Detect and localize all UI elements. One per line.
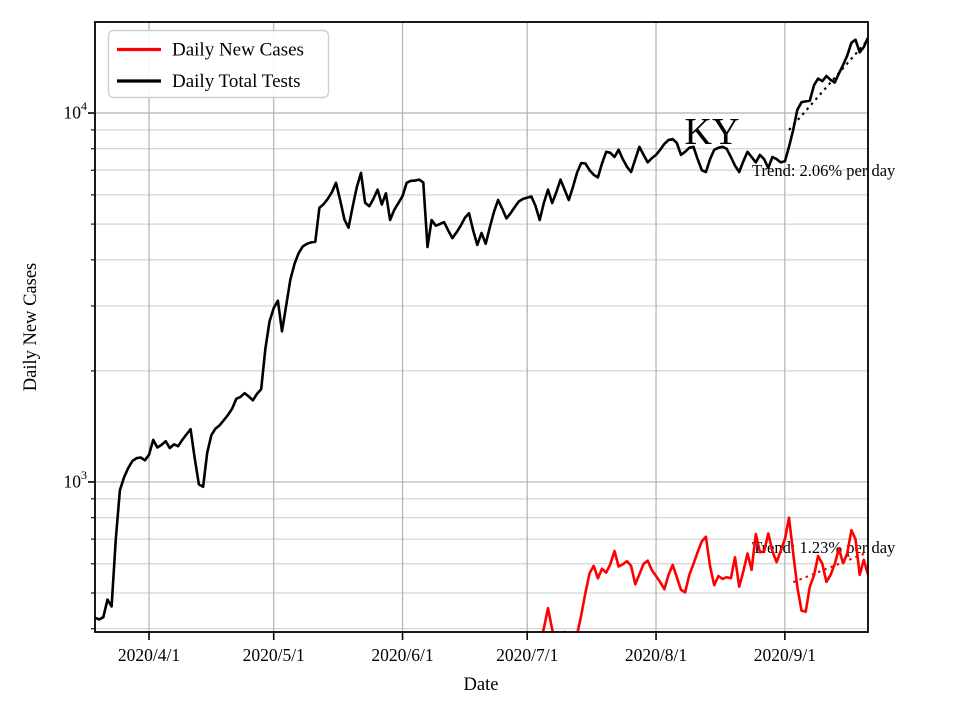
legend-box [107, 29, 330, 99]
x-tick-label: 2020/4/1 [118, 645, 180, 665]
trend-lines [788, 39, 868, 584]
axes-spines [94, 21, 869, 633]
gridlines [95, 22, 868, 632]
y-tick-label: 103 [64, 468, 88, 492]
x-axis-label: Date [464, 675, 499, 695]
annotations: KY Trend: 2.06% per day Trend: 1.23% per… [685, 111, 896, 557]
x-tick-label: 2020/6/1 [371, 645, 433, 665]
legend-label-daily-total-tests: Daily Total Tests [172, 71, 301, 92]
y-tick-label: 104 [64, 99, 88, 123]
data-series [95, 37, 868, 632]
daily-total-tests-line [95, 37, 868, 621]
plot-area [95, 22, 868, 632]
legend: Daily New Cases Daily Total Tests [107, 29, 330, 99]
x-tick-label: 2020/7/1 [496, 645, 558, 665]
legend-label-daily-new-cases: Daily New Cases [172, 40, 304, 61]
x-tick-label: 2020/9/1 [754, 645, 816, 665]
x-tick-label: 2020/5/1 [243, 645, 305, 665]
y-axis-label: Daily New Cases [21, 263, 41, 391]
x-tick-label: 2020/8/1 [625, 645, 687, 665]
axis-ticks: 103 104 2020/4/1 2020/5/1 2020/6/1 2020/7/1 20… [64, 99, 816, 665]
axis-labels: Daily New Cases Date [21, 263, 498, 695]
daily-new-cases-line [541, 516, 868, 632]
tests-trend-label: Trend: 2.06% per day [752, 161, 896, 180]
cases-trend-label: Trend: 1.23% per day [752, 538, 896, 557]
cases-trend-dotted-line [792, 551, 868, 584]
